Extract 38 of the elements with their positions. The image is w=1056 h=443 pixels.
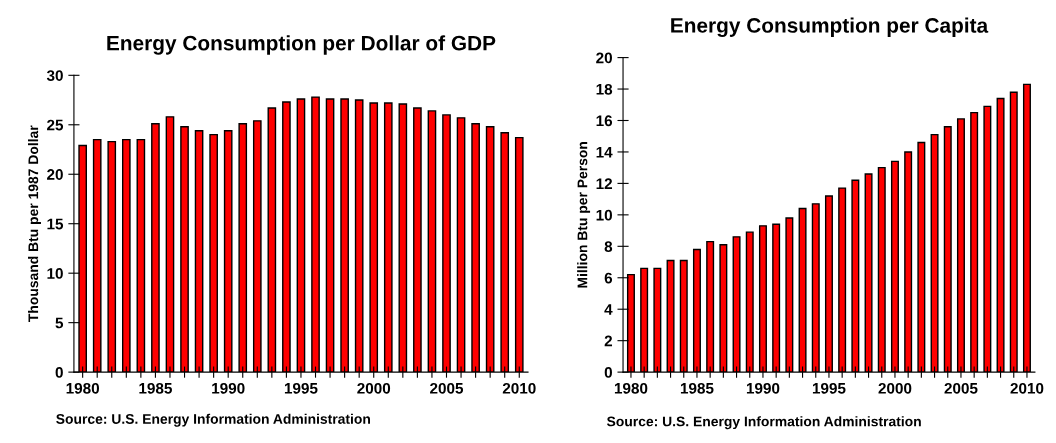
x-tick-label: 1990 [212, 382, 245, 394]
y-tick-label: 16 [596, 115, 613, 127]
x-tick-label: 2000 [357, 382, 391, 394]
y-tick-label: 20 [596, 52, 612, 64]
x-tick-label: 1985 [680, 382, 714, 394]
y-tick-label: 12 [596, 178, 613, 189]
y-tick-label: 10 [596, 209, 612, 221]
y-tick-label: 8 [604, 241, 613, 252]
x-tick-label: 2010 [1010, 382, 1044, 394]
y-tick-label: 15 [47, 218, 64, 230]
x-tick-label: 2000 [878, 382, 912, 394]
chart-title: Energy Consumption per Capita [671, 17, 989, 37]
y-axis-title: Thousand Btu per 1987 Dollar [28, 125, 41, 322]
y-tick-label: 14 [596, 146, 613, 158]
x-tick-label: 1995 [284, 382, 318, 394]
y-tick-label: 5 [55, 317, 64, 329]
x-tick-label: 1985 [139, 382, 172, 394]
x-tick-label: 1995 [812, 382, 846, 394]
chart-title: Energy Consumption per Dollar of GDP [107, 35, 496, 55]
y-tick-label: 6 [604, 272, 613, 284]
x-tick-label: 1980 [614, 382, 648, 394]
y-tick-label: 0 [55, 366, 63, 378]
y-tick-label: 20 [47, 169, 63, 180]
y-tick-label: 2 [604, 335, 613, 347]
x-tick-label: 2010 [502, 382, 536, 394]
x-tick-label: 1980 [66, 382, 100, 394]
source-note: Source: U.S. Energy Information Administration [606, 416, 921, 430]
y-axis-title: Million Btu per Person [577, 142, 591, 288]
y-tick-label: 0 [604, 366, 612, 378]
x-tick-label: 2005 [944, 382, 978, 394]
y-tick-label: 10 [47, 268, 63, 279]
y-tick-label: 4 [604, 304, 613, 315]
x-tick-label: 1990 [746, 382, 780, 394]
y-tick-label: 30 [46, 70, 63, 82]
y-tick-label: 18 [596, 83, 613, 95]
source-note: Source: U.S. Energy Information Administration [56, 413, 370, 427]
y-tick-label: 25 [47, 119, 64, 131]
x-tick-label: 2005 [430, 382, 464, 394]
